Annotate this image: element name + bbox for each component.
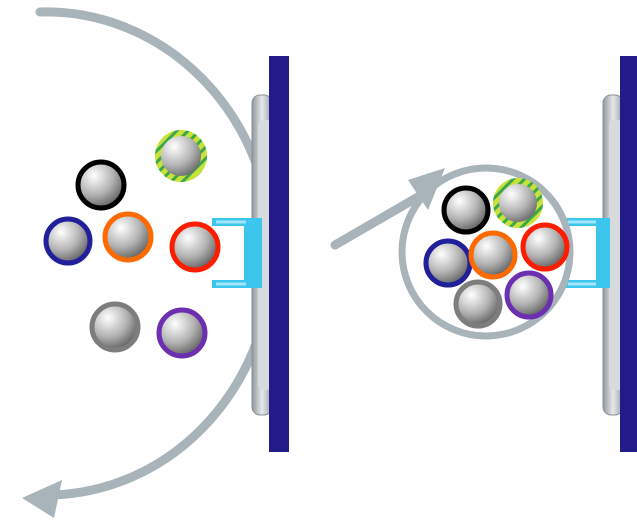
particle-gray (89, 301, 141, 353)
straight-arrow (330, 185, 435, 250)
cluster-particle-black (441, 185, 491, 235)
clip-icon (212, 218, 262, 288)
cluster-ring (398, 164, 574, 340)
cluster-particle-green-striped (493, 178, 543, 228)
particle-navy (43, 216, 93, 266)
particle-green-striped (155, 130, 207, 182)
cluster-particle-orange (468, 230, 518, 280)
plate-right (620, 56, 637, 452)
cluster-particle-navy (423, 238, 473, 288)
panel-dispersed (22, 7, 289, 518)
cluster-particle-gray (453, 279, 503, 329)
clip-icon-right (565, 218, 610, 288)
plate (269, 56, 289, 452)
cluster-particle-red (520, 222, 570, 272)
mount-bracket-right (602, 94, 624, 416)
particle-orange (102, 211, 154, 263)
curved-arrow-head (22, 480, 62, 518)
particle-black (75, 159, 127, 211)
particle-red (169, 221, 221, 273)
panel-clustered (330, 56, 637, 452)
cluster-particle-purple (504, 270, 554, 320)
particle-purple (156, 307, 208, 359)
